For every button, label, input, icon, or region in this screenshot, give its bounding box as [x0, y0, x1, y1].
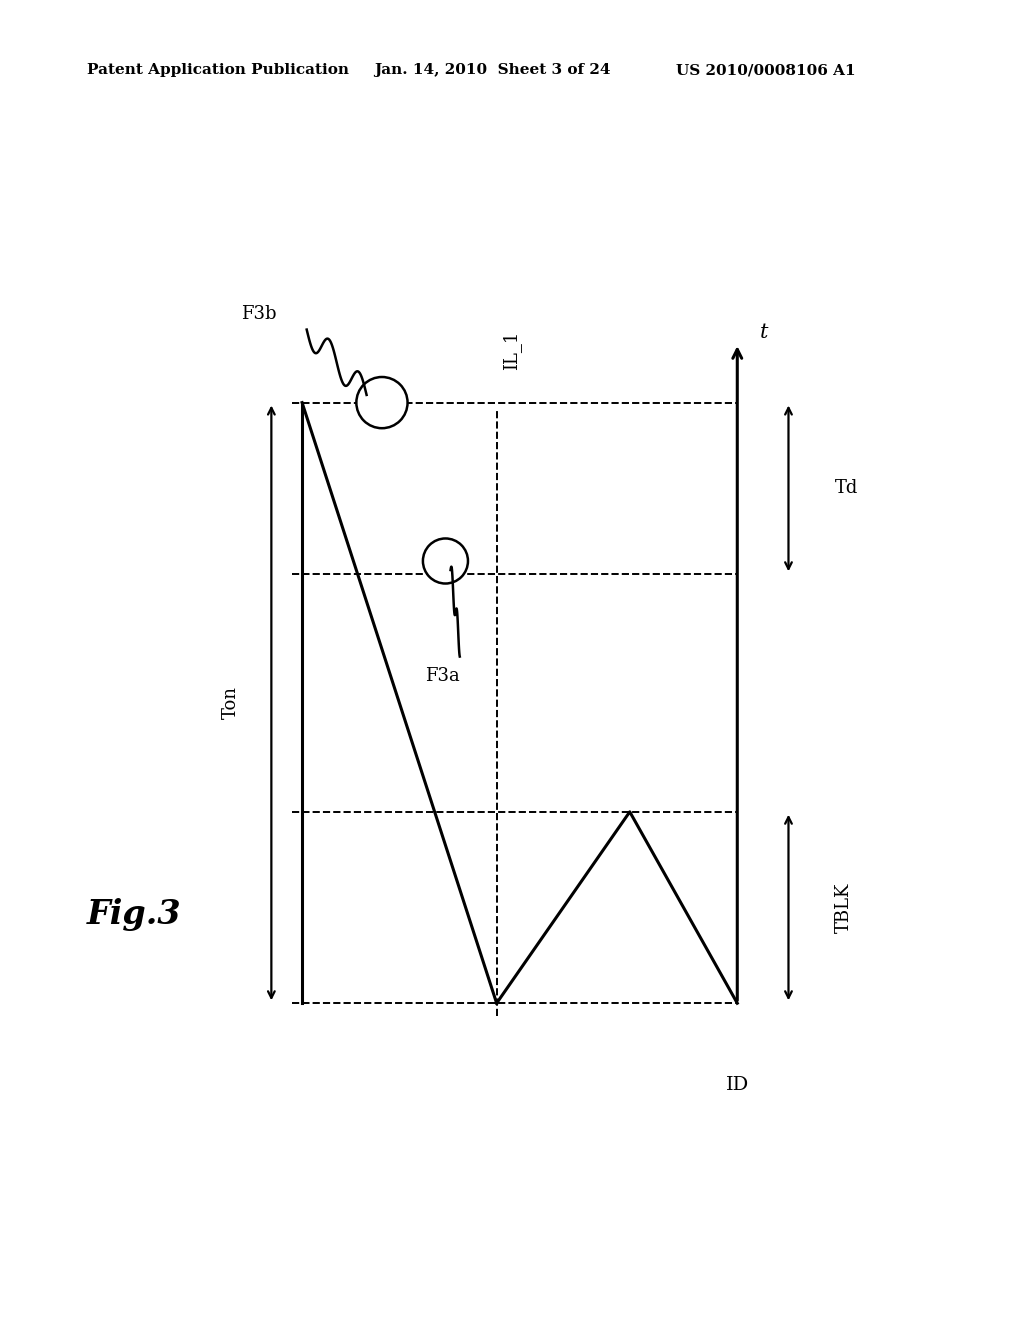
Text: TBLK: TBLK: [835, 882, 853, 933]
Text: Fig.3: Fig.3: [87, 898, 181, 931]
Text: Jan. 14, 2010  Sheet 3 of 24: Jan. 14, 2010 Sheet 3 of 24: [374, 63, 610, 78]
Text: t: t: [760, 323, 768, 342]
Ellipse shape: [356, 378, 408, 428]
Text: Ton: Ton: [221, 686, 240, 719]
Text: F3b: F3b: [241, 305, 276, 323]
Text: Patent Application Publication: Patent Application Publication: [87, 63, 349, 78]
Text: Td: Td: [835, 479, 858, 498]
Ellipse shape: [423, 539, 468, 583]
Text: IL_1: IL_1: [503, 330, 521, 370]
Text: US 2010/0008106 A1: US 2010/0008106 A1: [676, 63, 855, 78]
Text: F3a: F3a: [425, 667, 460, 685]
Text: ID: ID: [726, 1076, 749, 1094]
